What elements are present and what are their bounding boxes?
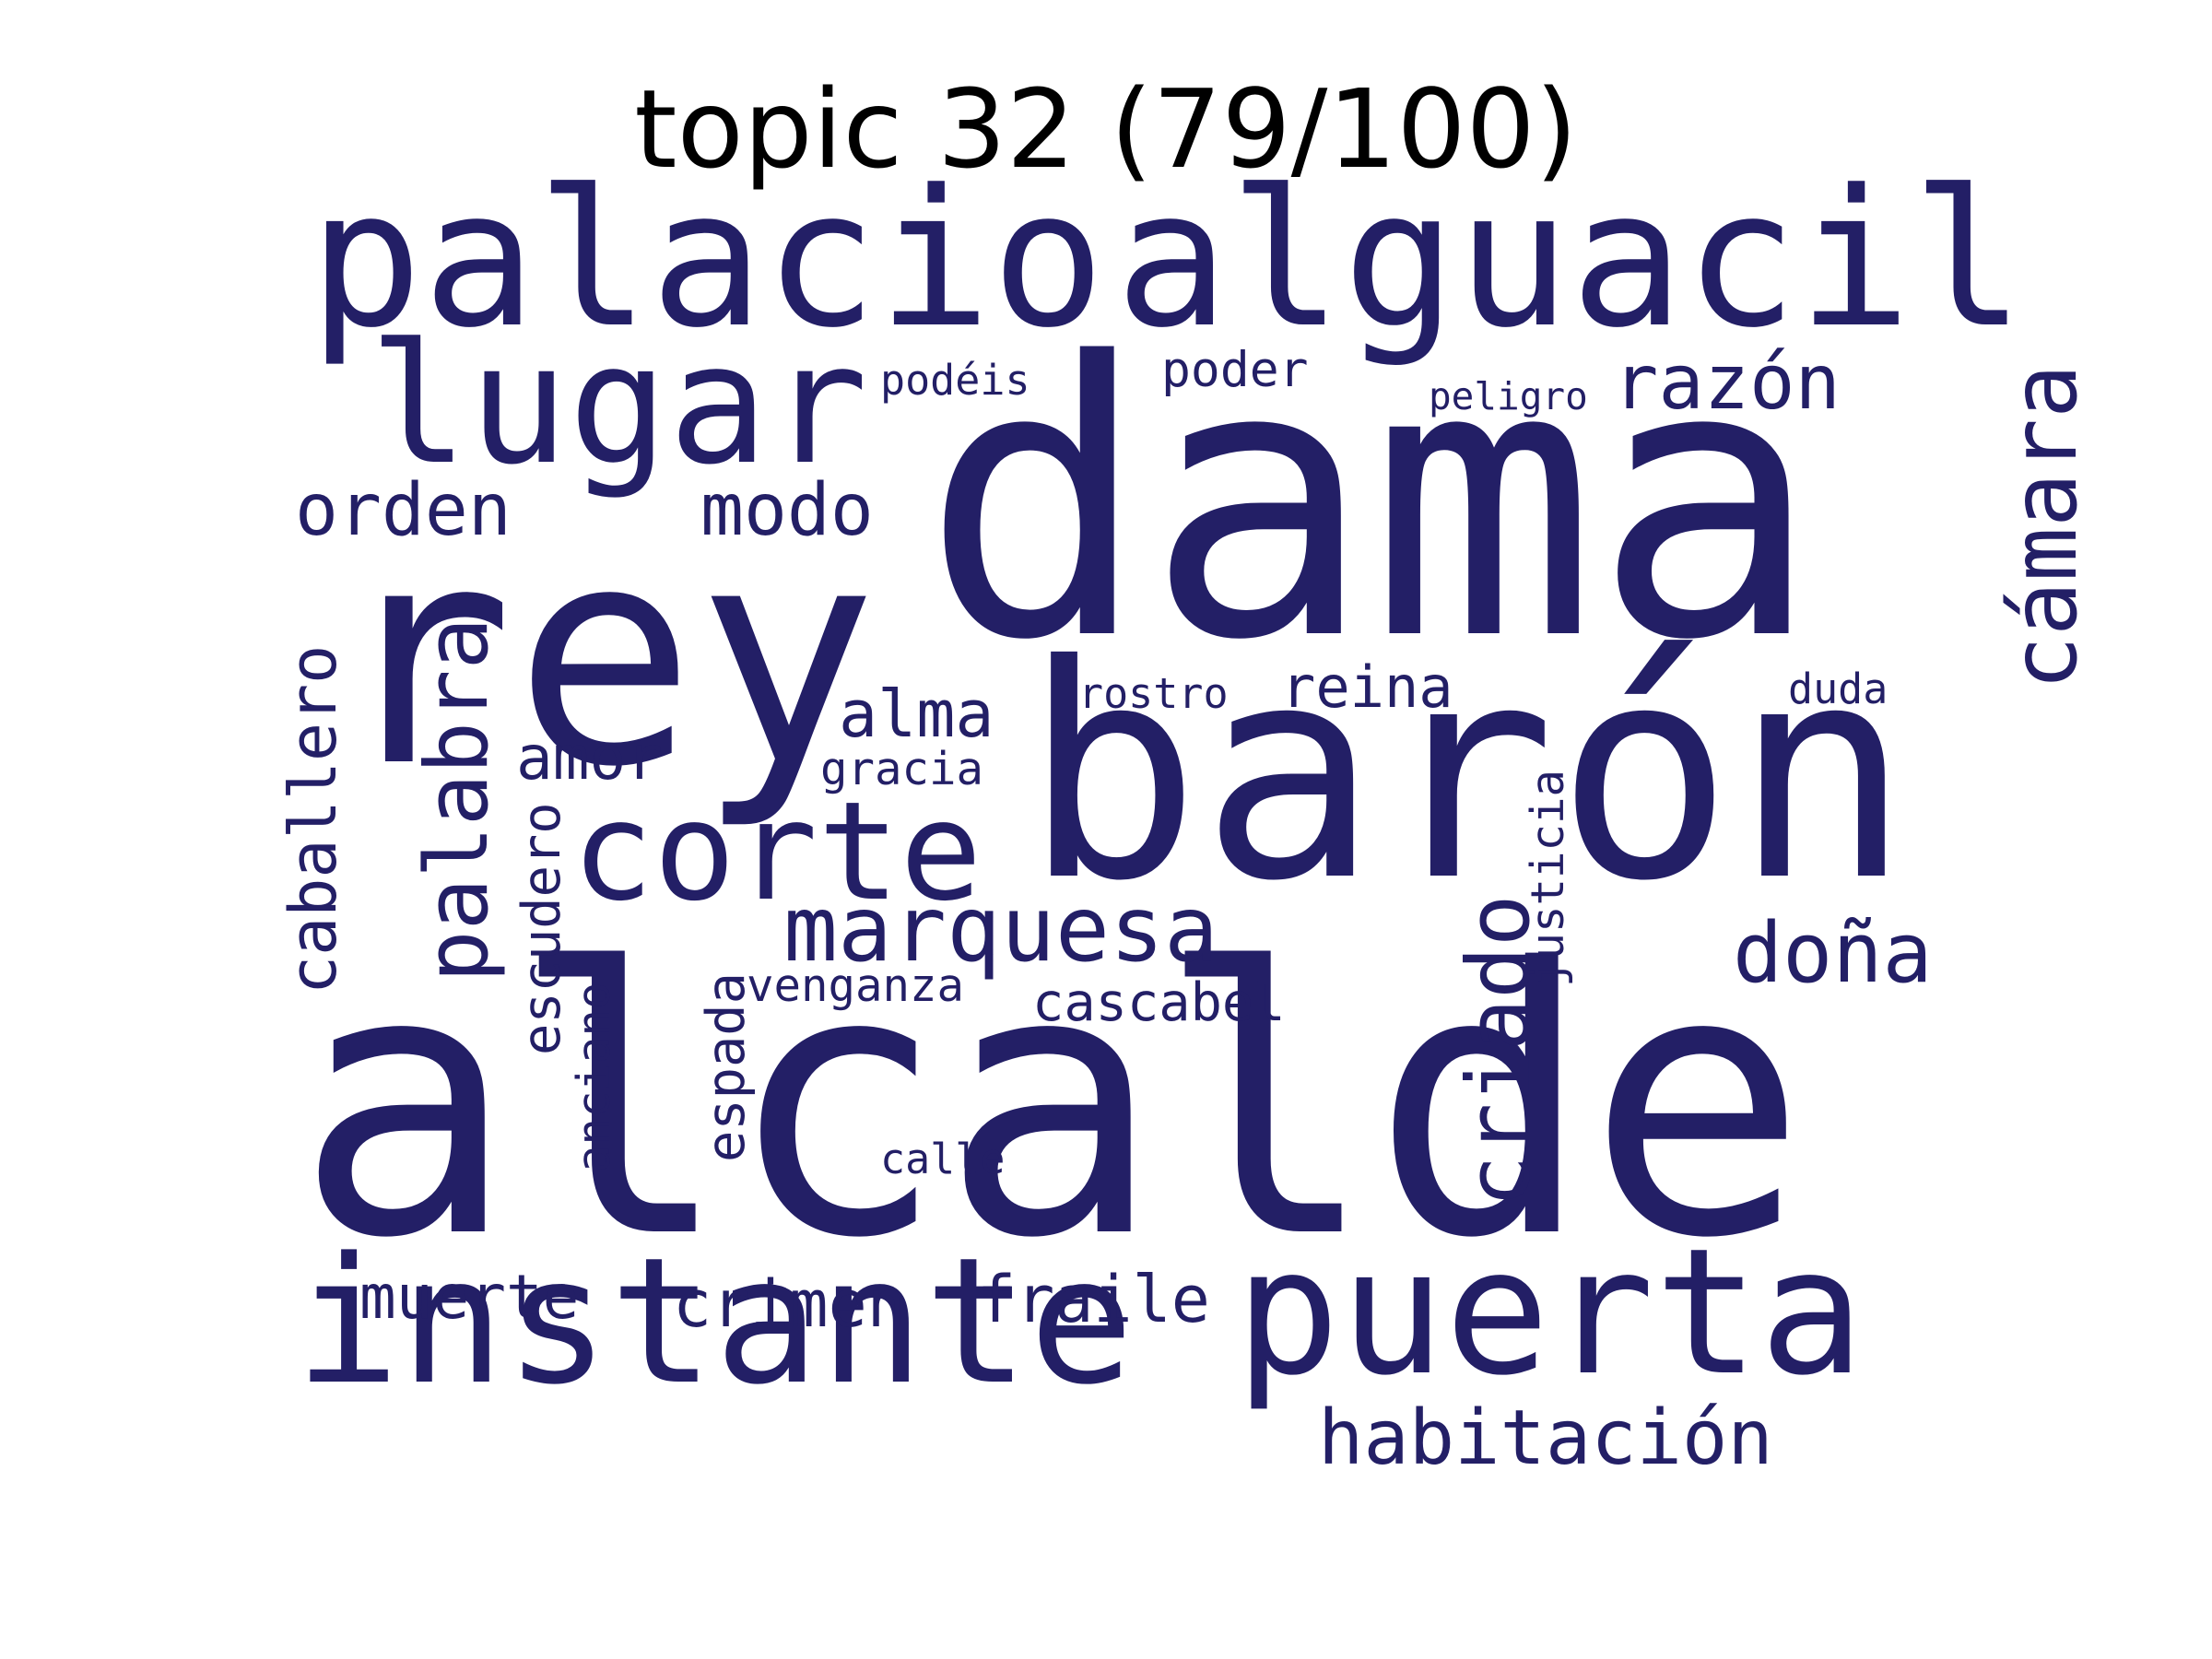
word-corte: corte xyxy=(571,772,982,931)
word-fraile: fraile xyxy=(977,1262,1210,1337)
word-anciano: anciano xyxy=(568,982,620,1172)
word-amor: amor xyxy=(516,723,663,794)
word-peligro: peligro xyxy=(1429,374,1588,418)
word-reina: reina xyxy=(1281,653,1453,721)
word-lugar: lugar xyxy=(369,309,868,501)
word-cascabel: cascabel xyxy=(1032,972,1286,1033)
word-palabra: palabra xyxy=(407,617,508,982)
word-dama: dama xyxy=(922,282,1820,723)
word-marquesa: marquesa xyxy=(783,877,1219,982)
word-instante: instante xyxy=(295,1220,1135,1423)
word-caballero: caballero xyxy=(276,644,351,994)
word-alcalde: alcalde xyxy=(295,891,1807,1318)
word-alguacil: alguacil xyxy=(1115,150,2026,370)
word-baron: barón xyxy=(1023,603,1912,946)
word-camara: cámara xyxy=(1993,363,2098,690)
word-muerte: muerte xyxy=(359,1262,580,1333)
word-puerta: puerta xyxy=(1235,1211,1865,1414)
word-escudero: escudero xyxy=(512,802,572,1055)
word-venganza: venganza xyxy=(747,959,965,1012)
word-crimen: crimen xyxy=(673,1266,906,1342)
chart-title: topic 32 (79/100) xyxy=(634,65,1578,193)
word-rostro: rostro xyxy=(1078,669,1229,718)
word-razon: razón xyxy=(1613,339,1841,427)
word-modo: modo xyxy=(700,469,874,552)
word-poder: poder xyxy=(1161,342,1309,398)
word-duda: duda xyxy=(1788,665,1888,713)
word-palacio: palacio xyxy=(309,150,1105,370)
word-habitacion: habitación xyxy=(1318,1394,1773,1482)
word-alma: alma xyxy=(839,677,994,752)
word-dona: doña xyxy=(1733,905,1933,1002)
word-justicia: justicia xyxy=(1522,769,1574,987)
word-espada: espada xyxy=(696,972,757,1162)
word-podeis: podéis xyxy=(880,356,1030,405)
word-rey: rey xyxy=(332,482,878,833)
word-calle: calle xyxy=(880,1135,1006,1183)
word-orden: orden xyxy=(295,469,512,552)
word-gracia: gracia xyxy=(820,743,984,795)
